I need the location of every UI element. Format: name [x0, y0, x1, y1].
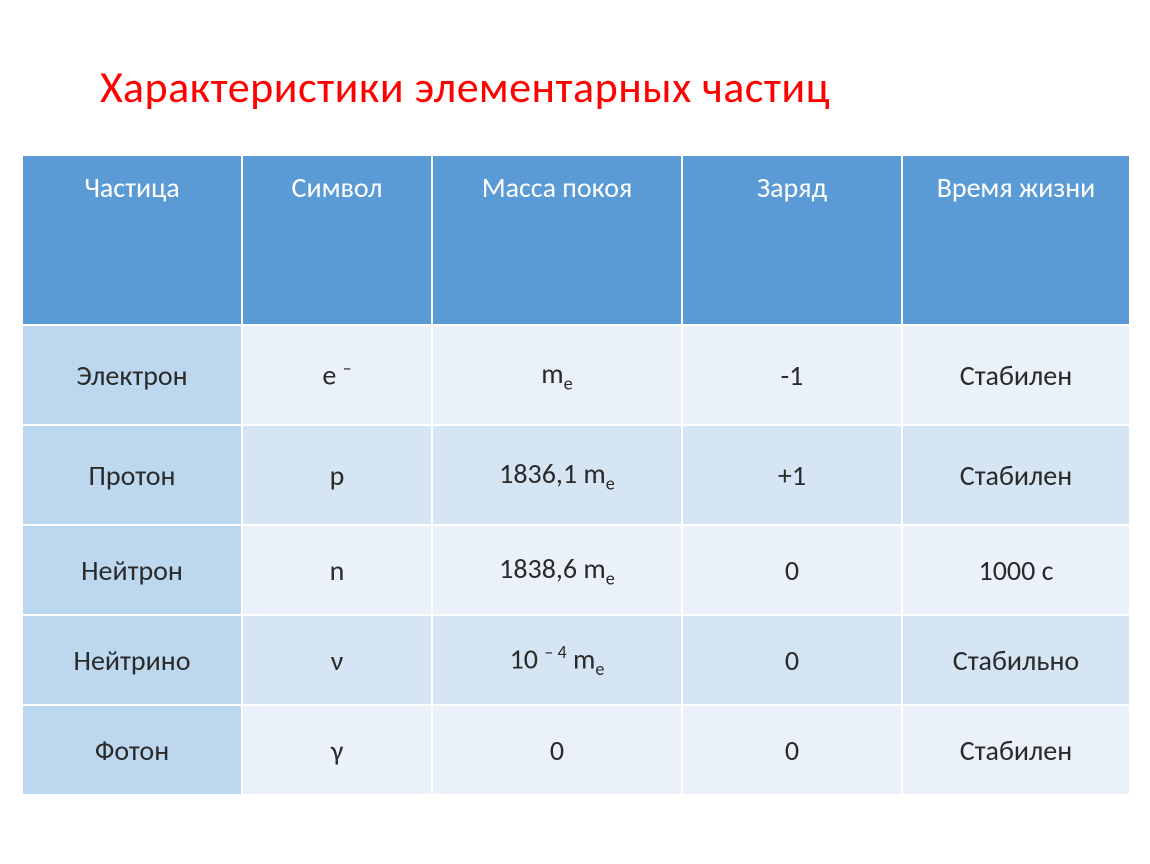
- cell-particle: Электрон: [22, 325, 242, 425]
- cell-symbol: γ: [242, 705, 432, 795]
- col-header-symbol: Символ: [242, 155, 432, 325]
- cell-particle: Нейтрон: [22, 525, 242, 615]
- cell-mass: 0: [432, 705, 682, 795]
- cell-particle: Нейтрино: [22, 615, 242, 705]
- cell-particle: Фотон: [22, 705, 242, 795]
- table-row: Фотонγ00Стабилен: [22, 705, 1130, 795]
- cell-symbol: p: [242, 425, 432, 525]
- table-row: Протонp1836,1 me+1Стабилен: [22, 425, 1130, 525]
- cell-particle: Протон: [22, 425, 242, 525]
- cell-life: Стабилен: [902, 425, 1130, 525]
- cell-charge: 0: [682, 615, 902, 705]
- col-header-particle: Частица: [22, 155, 242, 325]
- cell-mass: 10 – 4 me: [432, 615, 682, 705]
- cell-life: Стабильно: [902, 615, 1130, 705]
- col-header-mass: Масса покоя: [432, 155, 682, 325]
- cell-mass: 1838,6 me: [432, 525, 682, 615]
- table-row: Нейтронn1838,6 me01000 с: [22, 525, 1130, 615]
- cell-mass: me: [432, 325, 682, 425]
- cell-charge: +1: [682, 425, 902, 525]
- page-title: Характеристики элементарных частиц: [0, 0, 1150, 154]
- cell-symbol: ν: [242, 615, 432, 705]
- cell-life: Стабилен: [902, 325, 1130, 425]
- cell-life: Стабилен: [902, 705, 1130, 795]
- cell-mass: 1836,1 me: [432, 425, 682, 525]
- col-header-charge: Заряд: [682, 155, 902, 325]
- col-header-life: Время жизни: [902, 155, 1130, 325]
- cell-charge: 0: [682, 705, 902, 795]
- table-header-row: Частица Символ Масса покоя Заряд Время ж…: [22, 155, 1130, 325]
- cell-symbol: n: [242, 525, 432, 615]
- cell-life: 1000 с: [902, 525, 1130, 615]
- table-row: Электронe –me-1Стабилен: [22, 325, 1130, 425]
- cell-symbol: e –: [242, 325, 432, 425]
- cell-charge: -1: [682, 325, 902, 425]
- cell-charge: 0: [682, 525, 902, 615]
- table-row: Нейтриноν10 – 4 me0Стабильно: [22, 615, 1130, 705]
- particles-table: Частица Символ Масса покоя Заряд Время ж…: [21, 154, 1131, 796]
